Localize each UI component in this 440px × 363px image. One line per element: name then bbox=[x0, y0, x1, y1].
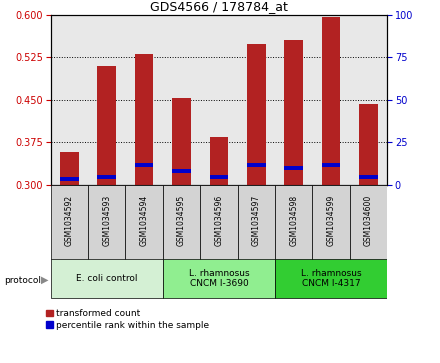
FancyBboxPatch shape bbox=[163, 185, 200, 260]
FancyBboxPatch shape bbox=[125, 185, 163, 260]
Bar bbox=[209, 137, 228, 185]
Bar bbox=[60, 178, 79, 182]
Bar bbox=[97, 175, 116, 179]
FancyBboxPatch shape bbox=[163, 259, 275, 298]
FancyBboxPatch shape bbox=[275, 259, 387, 298]
Bar bbox=[359, 175, 378, 179]
Text: GSM1034592: GSM1034592 bbox=[65, 195, 74, 246]
FancyBboxPatch shape bbox=[51, 185, 88, 260]
Text: GSM1034597: GSM1034597 bbox=[252, 195, 261, 246]
Bar bbox=[97, 66, 116, 185]
Bar bbox=[284, 166, 303, 170]
Bar bbox=[60, 152, 79, 185]
Text: protocol: protocol bbox=[4, 276, 41, 285]
Bar bbox=[247, 44, 266, 185]
Text: L. rhamnosus
CNCM I-4317: L. rhamnosus CNCM I-4317 bbox=[301, 269, 361, 288]
Bar bbox=[209, 175, 228, 179]
Bar bbox=[135, 163, 154, 167]
Text: GSM1034595: GSM1034595 bbox=[177, 195, 186, 246]
Bar bbox=[359, 104, 378, 185]
Text: ▶: ▶ bbox=[41, 275, 48, 285]
Text: GSM1034600: GSM1034600 bbox=[364, 195, 373, 246]
Bar bbox=[172, 98, 191, 185]
Text: GSM1034594: GSM1034594 bbox=[139, 195, 149, 246]
Text: GSM1034598: GSM1034598 bbox=[289, 195, 298, 246]
Text: L. rhamnosus
CNCM I-3690: L. rhamnosus CNCM I-3690 bbox=[189, 269, 249, 288]
FancyBboxPatch shape bbox=[88, 185, 125, 260]
Title: GDS4566 / 178784_at: GDS4566 / 178784_at bbox=[150, 0, 288, 13]
FancyBboxPatch shape bbox=[312, 185, 350, 260]
Text: GSM1034593: GSM1034593 bbox=[102, 195, 111, 246]
Text: GSM1034596: GSM1034596 bbox=[214, 195, 224, 246]
Bar bbox=[135, 54, 154, 185]
FancyBboxPatch shape bbox=[275, 185, 312, 260]
Bar bbox=[172, 169, 191, 173]
Bar bbox=[247, 163, 266, 167]
FancyBboxPatch shape bbox=[51, 259, 163, 298]
Bar bbox=[284, 40, 303, 185]
Text: GSM1034599: GSM1034599 bbox=[326, 195, 336, 246]
FancyBboxPatch shape bbox=[238, 185, 275, 260]
Bar bbox=[322, 163, 341, 167]
Legend: transformed count, percentile rank within the sample: transformed count, percentile rank withi… bbox=[46, 309, 209, 330]
Bar bbox=[322, 17, 341, 185]
FancyBboxPatch shape bbox=[200, 185, 238, 260]
Text: E. coli control: E. coli control bbox=[76, 274, 137, 283]
FancyBboxPatch shape bbox=[350, 185, 387, 260]
